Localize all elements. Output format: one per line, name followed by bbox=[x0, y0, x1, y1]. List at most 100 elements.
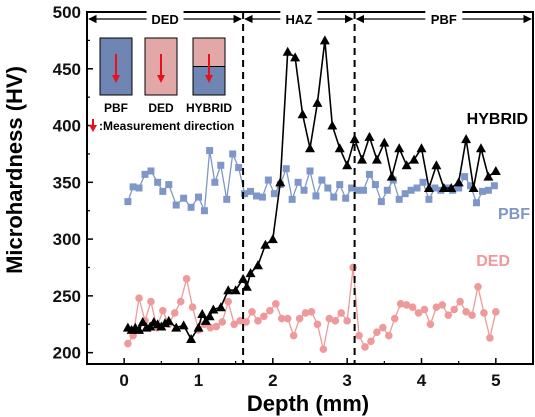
data-point-hybrid bbox=[423, 183, 434, 192]
data-point-hybrid bbox=[438, 183, 449, 192]
data-point-pbf bbox=[172, 201, 180, 209]
data-point-ded bbox=[349, 263, 357, 272]
data-point-pbf bbox=[419, 178, 427, 186]
data-point-ded bbox=[462, 307, 470, 316]
data-point-pbf bbox=[154, 178, 162, 186]
data-point-hybrid bbox=[200, 315, 211, 325]
data-point-pbf bbox=[187, 203, 195, 211]
data-point-ded bbox=[289, 331, 298, 340]
plot-area: HYBRID PBF DED bbox=[122, 35, 530, 354]
data-point-hybrid bbox=[386, 171, 397, 181]
data-point-pbf bbox=[288, 195, 296, 203]
data-point-pbf bbox=[431, 184, 439, 192]
data-point-ded bbox=[384, 331, 393, 340]
data-point-hybrid bbox=[342, 160, 353, 170]
data-point-ded bbox=[319, 345, 328, 354]
data-point-ded bbox=[474, 282, 482, 291]
data-point-ded bbox=[236, 317, 244, 325]
data-point-hybrid bbox=[252, 260, 263, 270]
data-point-ded bbox=[480, 309, 488, 317]
data-point-pbf bbox=[324, 184, 332, 192]
data-point-hybrid bbox=[371, 154, 382, 164]
data-point-hybrid bbox=[208, 304, 219, 314]
data-point-ded bbox=[224, 297, 233, 306]
data-point-pbf bbox=[318, 176, 326, 184]
y-tick-label: 500 bbox=[53, 3, 81, 22]
data-point-pbf bbox=[159, 187, 167, 195]
data-point-ded bbox=[307, 307, 316, 316]
data-point-pbf bbox=[354, 186, 362, 194]
data-point-pbf bbox=[264, 176, 272, 184]
data-point-ded bbox=[313, 320, 322, 329]
sample-pbf: PBF bbox=[99, 37, 133, 115]
sample-outline bbox=[144, 37, 178, 96]
data-point-pbf bbox=[223, 195, 231, 203]
data-point-pbf bbox=[312, 192, 320, 200]
data-point-pbf bbox=[241, 190, 249, 198]
data-point-hybrid bbox=[290, 52, 301, 62]
data-point-pbf bbox=[413, 184, 421, 192]
data-point-ded bbox=[218, 318, 227, 326]
data-point-hybrid bbox=[490, 165, 501, 175]
data-point-ded bbox=[170, 309, 179, 317]
measurement-arrow-icon bbox=[157, 75, 165, 83]
sample-label: DED bbox=[148, 101, 174, 115]
data-point-pbf bbox=[342, 194, 350, 202]
data-point-ded bbox=[426, 320, 435, 329]
data-point-ded bbox=[402, 301, 411, 309]
data-point-ded bbox=[373, 328, 381, 337]
sample-label: PBF bbox=[104, 101, 128, 115]
data-point-ded bbox=[361, 343, 369, 351]
series-ded bbox=[124, 263, 500, 354]
data-point-pbf bbox=[165, 181, 173, 189]
data-point-hybrid bbox=[145, 321, 156, 331]
data-point-hybrid bbox=[275, 177, 286, 187]
data-point-hybrid bbox=[475, 143, 486, 153]
data-point-ded bbox=[283, 314, 292, 323]
data-point-pbf bbox=[294, 178, 302, 186]
data-point-pbf bbox=[484, 186, 492, 194]
region-annotations: DED HAZ PBF bbox=[88, 11, 532, 364]
data-point-hybrid bbox=[446, 183, 457, 192]
sample-hybrid: HYBRID bbox=[186, 37, 232, 115]
data-point-hybrid bbox=[312, 97, 323, 107]
data-point-ded bbox=[176, 297, 185, 306]
data-point-hybrid bbox=[197, 309, 208, 319]
data-point-pbf bbox=[360, 186, 368, 194]
data-point-ded bbox=[379, 323, 387, 332]
data-point-hybrid bbox=[379, 137, 390, 147]
x-axis-label: Depth (mm) bbox=[247, 391, 369, 416]
data-point-ded bbox=[492, 307, 500, 316]
data-point-pbf bbox=[306, 167, 314, 175]
region-label-bg bbox=[146, 11, 184, 26]
data-point-pbf bbox=[217, 161, 225, 169]
data-point-pbf bbox=[365, 170, 373, 178]
data-point-pbf bbox=[147, 167, 155, 175]
series-label-pbf: PBF bbox=[498, 206, 530, 223]
measurement-direction-note: :Measurement direction bbox=[99, 119, 234, 133]
series-label-ded: DED bbox=[476, 253, 510, 270]
data-point-ded bbox=[230, 320, 238, 329]
data-point-hybrid bbox=[297, 109, 308, 119]
data-point-pbf bbox=[252, 192, 260, 200]
data-point-hybrid bbox=[319, 35, 330, 45]
data-point-hybrid bbox=[453, 177, 464, 187]
data-point-ded bbox=[188, 303, 197, 312]
y-tick-label: 300 bbox=[53, 230, 81, 249]
data-point-ded bbox=[325, 314, 334, 323]
x-tick-label: 3 bbox=[342, 371, 351, 390]
region-label: PBF bbox=[431, 12, 457, 27]
data-point-pbf bbox=[473, 199, 481, 207]
data-point-hybrid bbox=[461, 134, 472, 144]
data-point-pbf bbox=[258, 193, 266, 201]
data-point-hybrid bbox=[334, 143, 345, 153]
y-tick-label: 200 bbox=[53, 344, 81, 363]
data-point-pbf bbox=[124, 198, 132, 206]
sample-outline bbox=[99, 37, 133, 96]
data-point-ded bbox=[337, 309, 346, 317]
data-point-pbf bbox=[135, 184, 143, 192]
x-tick-label: 5 bbox=[491, 371, 500, 390]
y-tick-label: 450 bbox=[53, 60, 81, 79]
y-tick-label: 350 bbox=[53, 173, 81, 192]
data-point-pbf bbox=[467, 182, 475, 190]
